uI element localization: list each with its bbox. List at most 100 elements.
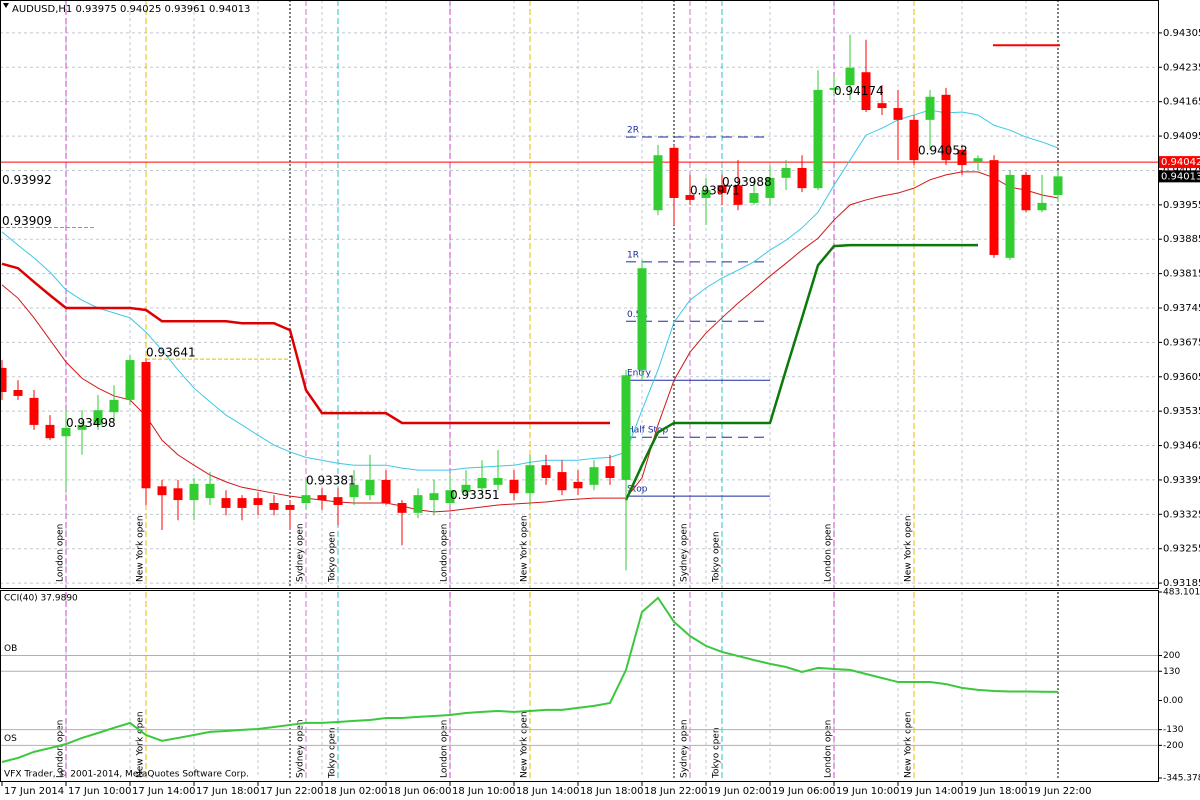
y-tick-label: 0.93325 (1163, 509, 1200, 520)
candle-body (637, 268, 647, 370)
session-label: London open (56, 720, 66, 778)
session-label: New York open (520, 515, 530, 582)
candle-body (989, 160, 999, 255)
candle-body (509, 479, 519, 494)
y-tick-label: 0.93745 (1163, 303, 1200, 314)
cci-line (1, 596, 1059, 763)
session-label: New York open (136, 711, 146, 778)
x-tick-label: 17 Jun 18:00 (196, 786, 260, 797)
candle-body (269, 503, 279, 510)
candle-body (61, 427, 71, 437)
price-annotation: 0.93988 (722, 175, 772, 189)
candle-body (253, 498, 263, 505)
session-label: London open (440, 720, 450, 778)
candle-body (349, 484, 359, 498)
candle-body (765, 177, 775, 198)
session-label: London open (824, 524, 834, 582)
candle-body (605, 466, 615, 478)
candle-body (365, 479, 375, 496)
candle-body (157, 486, 167, 496)
last-price-tag (1159, 170, 1200, 183)
y-tick-label: 0.93605 (1163, 372, 1200, 383)
session-label: Sydney open (680, 719, 690, 778)
candle-body (0, 367, 7, 392)
x-tick-label: 17 Jun 14:00 (132, 786, 196, 797)
x-tick-label: 17 Jun 10:00 (68, 786, 132, 797)
y-tick-label: 0.94165 (1163, 97, 1200, 108)
candle-body (861, 72, 871, 111)
session-label: New York open (904, 515, 914, 582)
indicator-title: CCI(40) 37.9890 (4, 594, 78, 604)
x-tick-label: 19 Jun 10:00 (836, 786, 900, 797)
x-tick-label: 19 Jun 14:00 (900, 786, 964, 797)
x-tick-label: 18 Jun 22:00 (644, 786, 708, 797)
candle-body (445, 490, 455, 504)
price-tag-label: 0.94042 (1161, 157, 1200, 168)
y-tick-label: 0.93185 (1163, 578, 1200, 589)
copyright: VFX Trader, © 2001-2014, MetaQuotes Soft… (4, 770, 249, 780)
session-label: London open (440, 524, 450, 582)
candle-body (621, 375, 631, 480)
trade-level-label: Stop (627, 485, 648, 495)
session-label: London open (824, 720, 834, 778)
x-tick-label: 19 Jun 18:00 (964, 786, 1028, 797)
x-tick-label: 19 Jun 02:00 (708, 786, 772, 797)
candle-body (845, 67, 855, 85)
last-price-label: 0.94013 (1161, 171, 1200, 182)
y-tick-label: 0.94095 (1163, 131, 1200, 142)
trade-level-label: Half Stop (627, 426, 669, 436)
candle-body (141, 362, 151, 489)
candle-body (797, 168, 807, 189)
y-tick-label: 0.93255 (1163, 544, 1200, 555)
level-label: OB (4, 644, 17, 654)
price-annotation: 0.94174 (834, 84, 884, 98)
y-tick-label: 0.94305 (1163, 28, 1200, 39)
session-label: London open (56, 524, 66, 582)
candle-body (685, 195, 695, 200)
price-annotation: 0.94052 (918, 144, 968, 158)
session-label: Tokyo open (328, 727, 338, 779)
y-tick-label: 0.93535 (1163, 406, 1200, 417)
session-label: Tokyo open (328, 531, 338, 583)
candle-body (957, 149, 967, 166)
candle-body (813, 89, 823, 189)
price-annotation: 0.93971 (690, 183, 740, 197)
candle-body (701, 190, 711, 198)
session-label: Sydney open (296, 523, 306, 582)
candle-body (413, 495, 423, 513)
y-tick-label: 0.93955 (1163, 200, 1200, 211)
y-tick-label: -200 (1163, 741, 1184, 751)
candle-body (1037, 202, 1047, 211)
session-label: New York open (520, 711, 530, 778)
candle-body (461, 484, 471, 493)
candle-body (429, 493, 439, 501)
candle-body (333, 497, 343, 505)
y-tick-label: 200 (1163, 651, 1180, 661)
candle-body (909, 119, 919, 161)
candle-body (925, 96, 935, 120)
session-label: New York open (136, 515, 146, 582)
candle-body (317, 495, 327, 501)
candle-body (525, 465, 535, 494)
x-tick-label: 17 Jun 22:00 (260, 786, 324, 797)
y-tick-label: 130 (1163, 667, 1180, 677)
candle-body (221, 498, 231, 508)
candle-body (749, 193, 759, 203)
candle-body (1005, 174, 1015, 258)
session-label: Tokyo open (712, 531, 722, 583)
y-tick-label: 0.93885 (1163, 234, 1200, 245)
level-label: OS (4, 734, 17, 744)
candle-body (589, 467, 599, 485)
price-annotation: 0.93351 (450, 488, 500, 502)
trade-level-label: 0.5R (627, 310, 648, 320)
price-annotation: 0.93992 (2, 173, 52, 187)
line-series (624, 243, 978, 501)
trade-level-label: 1R (627, 250, 639, 260)
candle-body (893, 108, 903, 120)
candle-body (557, 472, 567, 491)
panel-marker (3, 3, 9, 8)
candle-body (541, 465, 551, 478)
price-annotation: 0.93381 (306, 473, 356, 487)
candle-body (13, 390, 23, 396)
